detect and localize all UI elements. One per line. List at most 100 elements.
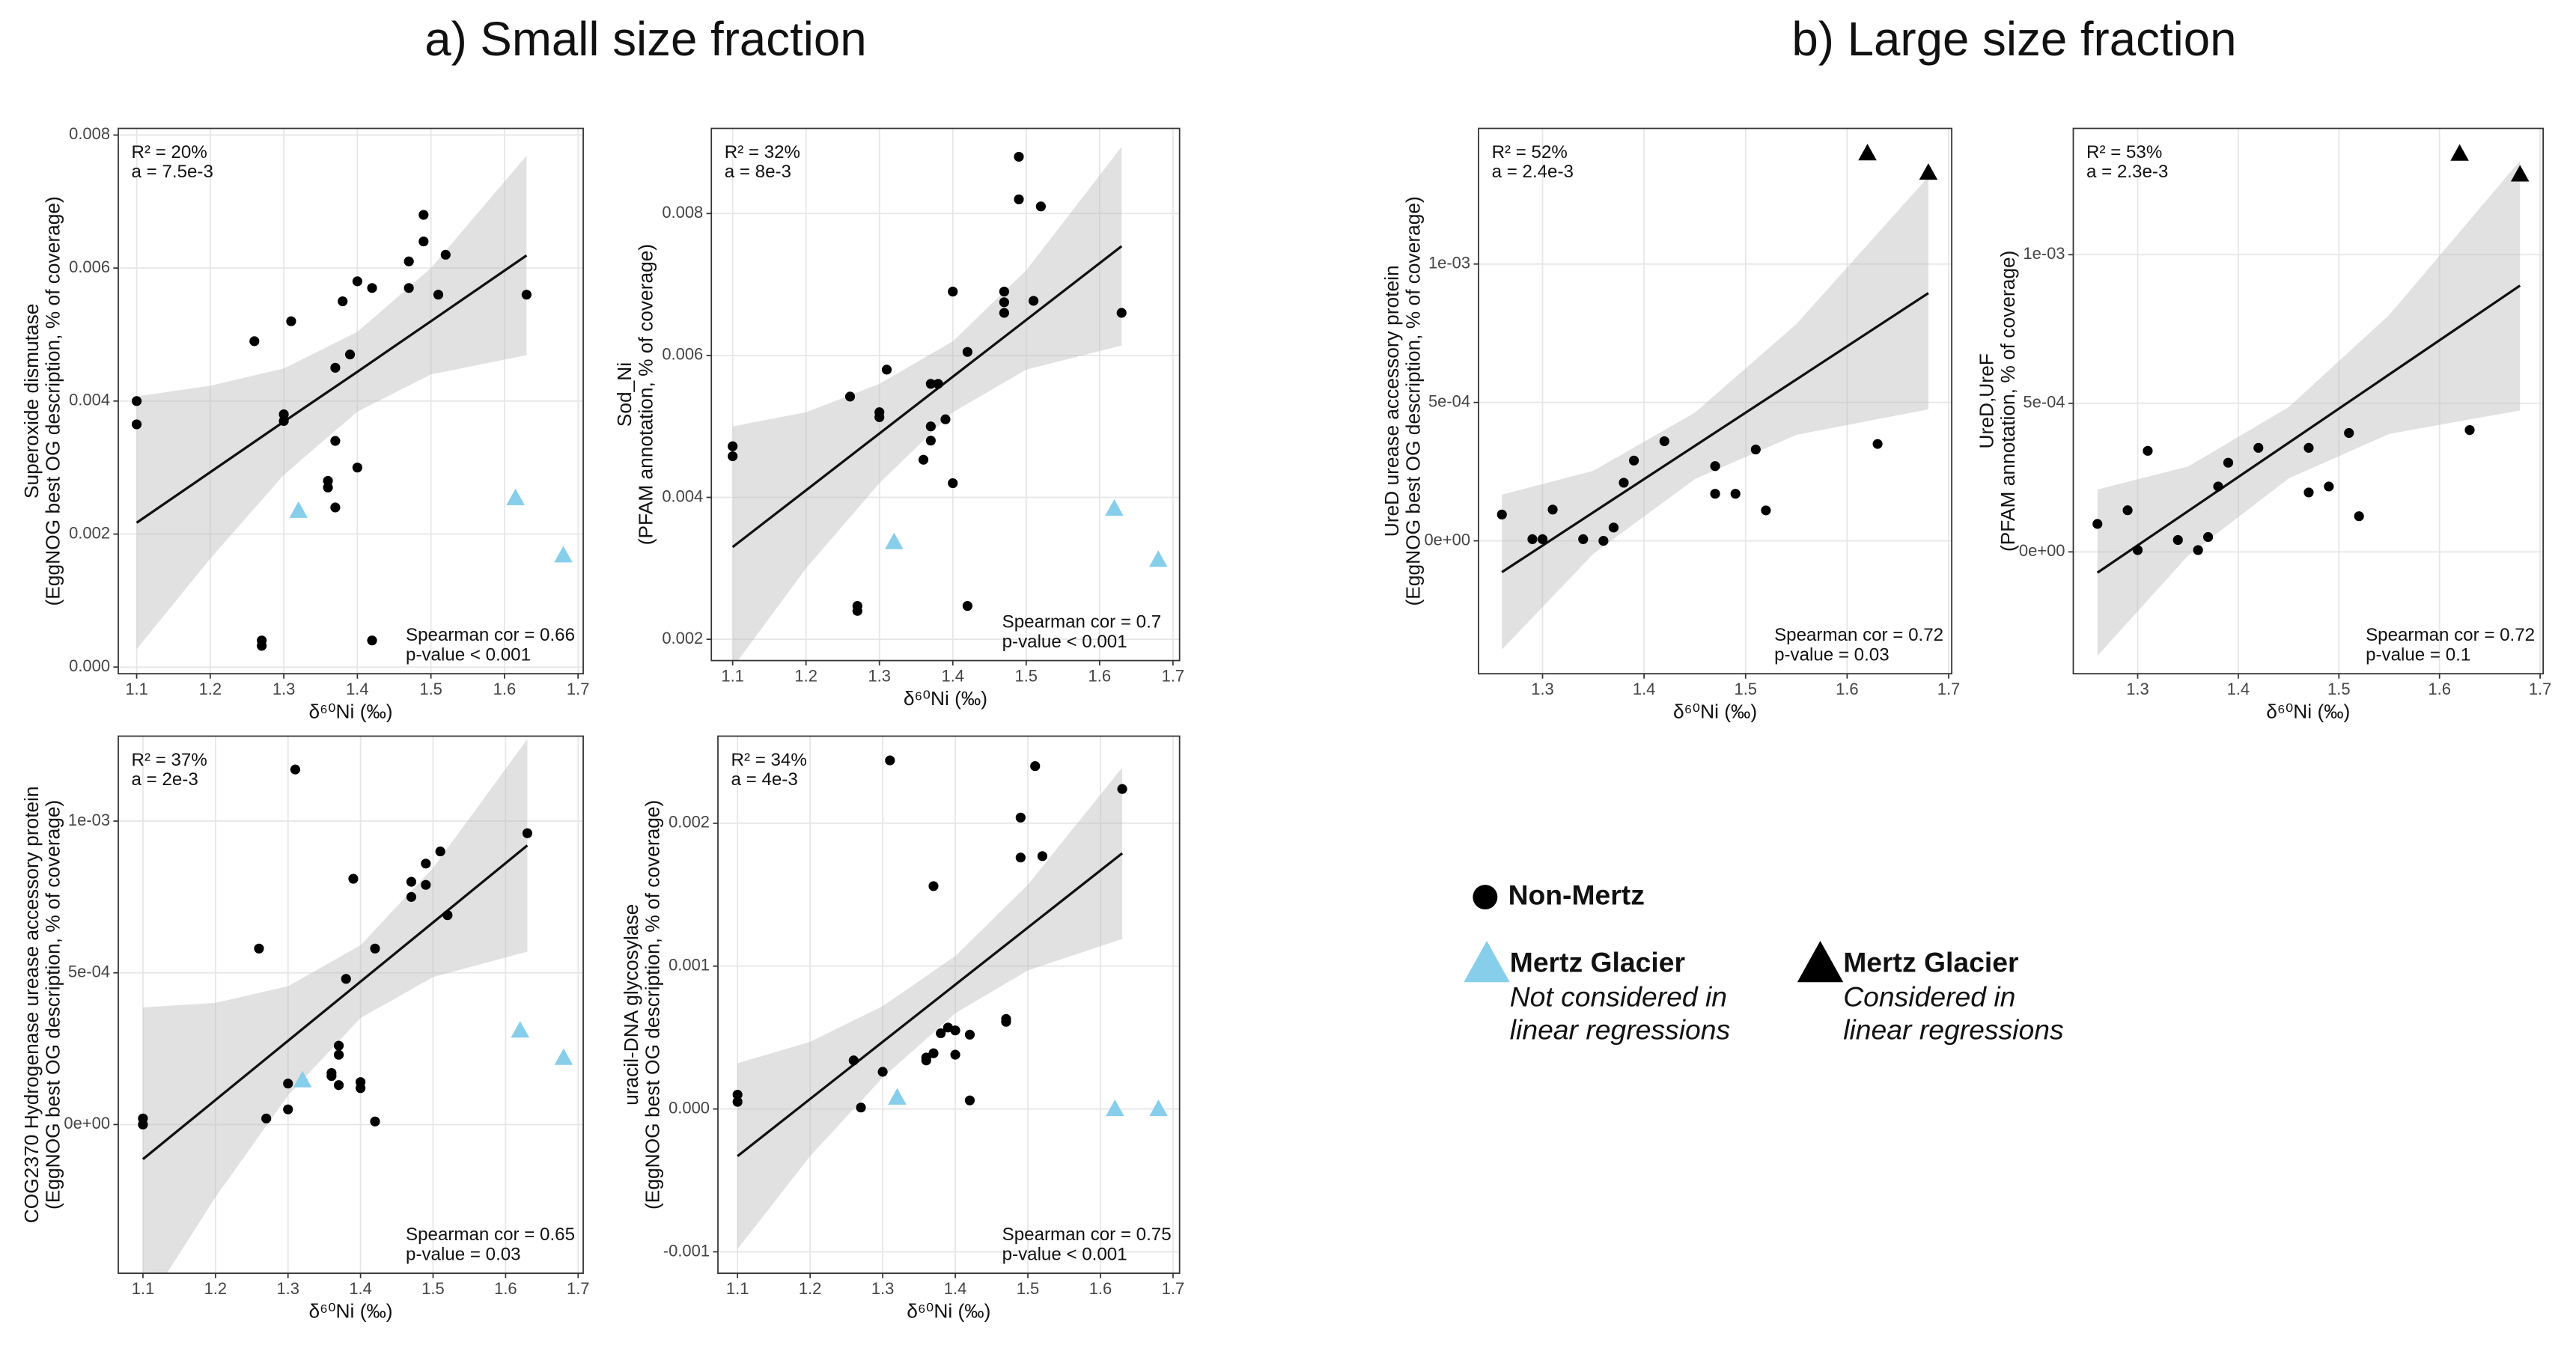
- annotation: p-value = 0.03: [1774, 644, 1890, 665]
- circle-point: [728, 451, 738, 462]
- annotation: R² = 34%: [731, 750, 807, 770]
- circle-point: [1710, 461, 1720, 472]
- x-tick-label: 1.6: [1836, 680, 1859, 698]
- circle-point: [333, 1049, 344, 1060]
- annotation: p-value < 0.001: [1002, 632, 1127, 652]
- triangle-point: [1797, 940, 1844, 983]
- confidence-band: [1502, 177, 1928, 650]
- y-tick-label: 0.001: [669, 956, 710, 975]
- circle-point: [1659, 436, 1669, 447]
- x-axis-title: δ⁶⁰Ni (‰): [904, 687, 987, 710]
- annotation: R² = 20%: [132, 142, 207, 162]
- triangle-point: [554, 1048, 573, 1065]
- circle-point: [2354, 511, 2364, 522]
- circle-point: [1608, 522, 1619, 533]
- x-tick-label: 1.6: [493, 680, 517, 698]
- x-tick-label: 1.3: [276, 1279, 299, 1298]
- circle-point: [1496, 509, 1507, 520]
- circle-point: [1001, 1016, 1011, 1027]
- annotation: Spearman cor = 0.66: [406, 625, 575, 645]
- y-axis-title: UreD,UreF: [1975, 353, 1997, 448]
- circle-point: [933, 379, 943, 389]
- circle-point: [338, 296, 348, 307]
- x-tick-label: 1.4: [1633, 680, 1656, 698]
- x-tick-label: 1.1: [721, 666, 744, 685]
- circle-point: [2304, 442, 2314, 453]
- circle-point: [962, 347, 972, 357]
- circle-point: [278, 415, 289, 427]
- circle-point: [344, 350, 356, 360]
- regression-line: [731, 245, 1123, 549]
- y-tick-label: 0.004: [662, 487, 703, 505]
- annotation: Spearman cor = 0.65: [406, 1225, 575, 1245]
- circle-point: [999, 308, 1009, 318]
- circle-point: [330, 502, 341, 513]
- annotation: p-value = 0.03: [406, 1244, 521, 1264]
- circle-point: [728, 441, 738, 451]
- y-tick-label: 0.006: [662, 345, 703, 364]
- triangle-point: [1148, 550, 1168, 567]
- section-title: b) Large size fraction: [1791, 13, 2236, 66]
- circle-point: [367, 283, 377, 293]
- circle-point: [950, 1049, 960, 1060]
- circle-point: [404, 256, 414, 266]
- annotation: p-value = 0.1: [2366, 644, 2470, 665]
- circle-point: [406, 891, 417, 902]
- legend-note: Considered in: [1843, 981, 2015, 1012]
- circle-point: [1730, 489, 1741, 499]
- annotation: a = 2e-3: [132, 769, 198, 790]
- circle-point: [435, 846, 445, 857]
- x-axis-title: δ⁶⁰Ni (‰): [308, 1300, 392, 1323]
- annotation: Spearman cor = 0.75: [1002, 1225, 1172, 1245]
- annotation: R² = 32%: [725, 142, 800, 162]
- y-axis-title: Sod_Ni: [613, 362, 636, 427]
- circle-point: [404, 283, 414, 293]
- y-tick-label: 0.000: [69, 656, 110, 675]
- y-axis-title: (EggNOG best OG description, % of covera…: [41, 196, 64, 606]
- panel: 0.002 0.004 0.006 0.008 1.1 1.2 1.3 1.4 1.5 1.6 1.…: [613, 127, 1184, 710]
- circle-point: [928, 1048, 939, 1058]
- y-tick-label: 0.006: [69, 257, 110, 276]
- circle-point: [522, 828, 533, 838]
- circle-point: [885, 755, 895, 766]
- regression-line: [1501, 292, 1929, 573]
- x-tick-label: 1.5: [2327, 680, 2351, 698]
- circle-point: [1628, 455, 1639, 466]
- circle-point: [433, 290, 444, 300]
- circle-point: [290, 764, 300, 775]
- legend-note: Not considered in: [1510, 981, 1727, 1012]
- circle-point: [249, 336, 260, 347]
- x-axis-title: δ⁶⁰Ni (‰): [907, 1300, 990, 1323]
- circle-point: [356, 1083, 366, 1094]
- circle-point: [844, 391, 856, 402]
- circle-point: [2223, 457, 2234, 468]
- circle-point: [856, 1103, 866, 1113]
- circle-point: [261, 1113, 272, 1123]
- circle-point: [283, 1104, 293, 1114]
- circle-point: [257, 641, 267, 651]
- y-axis-title: (EggNOG best OG description, % of covera…: [1401, 196, 1424, 606]
- triangle-point: [1919, 163, 1938, 180]
- y-tick-label: 0e+00: [2019, 541, 2065, 560]
- y-axis-title: (PFAM annotation, % of coverage): [635, 244, 657, 545]
- x-tick-label: 1.7: [1162, 1279, 1185, 1298]
- legend-entry: Non-Mertz: [1473, 879, 1645, 910]
- circle-point: [852, 606, 862, 616]
- circle-point: [1035, 201, 1046, 212]
- circle-point: [874, 412, 885, 422]
- circle-point: [918, 454, 929, 465]
- x-tick-label: 1.1: [132, 1279, 155, 1298]
- triangle-point: [289, 501, 308, 518]
- circle-point: [330, 436, 341, 446]
- triangle-point: [1858, 144, 1877, 161]
- circle-point: [1547, 504, 1558, 515]
- annotation: a = 8e-3: [725, 162, 791, 182]
- y-tick-label: 1e-03: [68, 811, 110, 829]
- triangle-point: [1149, 1099, 1168, 1117]
- circle-point: [1015, 853, 1026, 863]
- y-axis-title: (PFAM annotation, % of coverage): [1997, 251, 2019, 552]
- x-tick-label: 1.5: [1735, 680, 1758, 698]
- circle-point: [2202, 531, 2214, 543]
- circle-point: [948, 286, 958, 297]
